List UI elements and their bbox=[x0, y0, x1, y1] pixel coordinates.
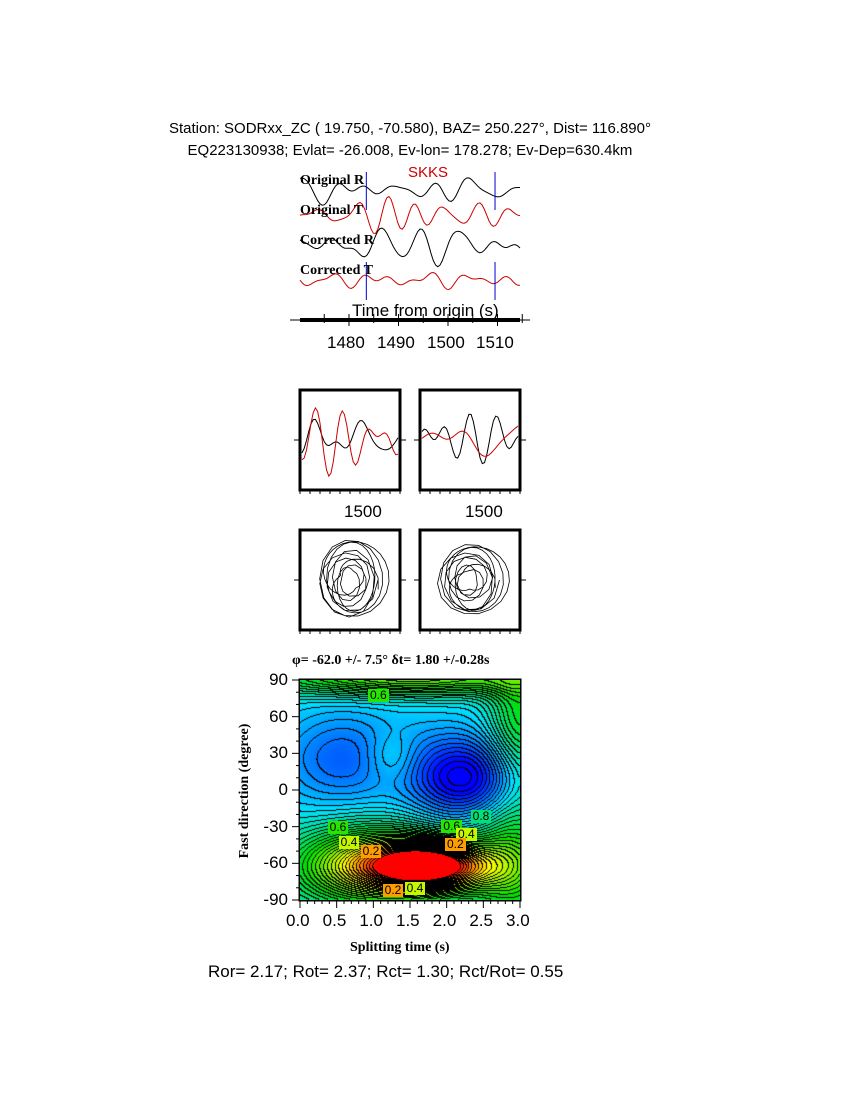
panel-trace-t bbox=[421, 425, 519, 457]
contour-label: 0.4 bbox=[404, 881, 426, 895]
contour-label: 0.4 bbox=[456, 827, 477, 842]
y-tick-label: -60 bbox=[263, 853, 288, 873]
x-tick-label: 3.0 bbox=[506, 911, 530, 930]
x-axis-label: Splitting time (s) bbox=[350, 940, 450, 955]
particle-motion-path bbox=[319, 540, 390, 618]
time-tick-1480: 1480 bbox=[327, 333, 365, 352]
y-tick-label: 90 bbox=[269, 670, 288, 689]
y-tick-label: 30 bbox=[269, 743, 288, 763]
y-tick-label: 0 bbox=[278, 780, 288, 799]
panel2-tick: 1500 bbox=[465, 502, 503, 521]
station-header: Station: SODRxx_ZC ( 19.750, -70.580), B… bbox=[169, 120, 651, 137]
trace-label-original-r: Original R bbox=[300, 173, 365, 188]
contour-label: 0.2 bbox=[445, 837, 466, 851]
y-tick-label: -90 bbox=[263, 890, 288, 910]
x-tick-label: 0.5 bbox=[322, 911, 347, 930]
waveform-panel-box bbox=[418, 388, 522, 492]
time-axis-label: Time from origin (s) bbox=[352, 301, 499, 320]
time-tick-1500: 1500 bbox=[427, 333, 465, 352]
y-tick-label: 60 bbox=[269, 706, 288, 726]
trace-label-corrected-t: Corrected T bbox=[300, 263, 373, 278]
x-tick-label: 1.0 bbox=[359, 911, 383, 930]
ratio-summary: Ror= 2.17; Rot= 2.37; Rct= 1.30; Rct/Rot… bbox=[208, 962, 564, 981]
contour-label: 0.2 bbox=[382, 883, 404, 898]
y-tick-label: -30 bbox=[263, 816, 288, 836]
contour-label: 0.4 bbox=[338, 834, 360, 849]
trace-label-corrected-r: Corrected R bbox=[300, 233, 374, 248]
trace-original-t bbox=[299, 195, 521, 234]
contour-title: φ= -62.0 +/- 7.5° δt= 1.80 +/-0.28s bbox=[292, 653, 490, 668]
trace-label-original-t: Original T bbox=[300, 203, 364, 218]
trace-corrected-r bbox=[299, 227, 521, 268]
misfit-contour-map bbox=[300, 680, 520, 900]
waveform-panel-box bbox=[298, 388, 402, 492]
panel1-tick: 1500 bbox=[344, 502, 382, 521]
x-tick-label: 1.5 bbox=[396, 911, 420, 930]
phase-label: SKKS bbox=[408, 164, 449, 181]
panel-trace-r bbox=[421, 413, 519, 465]
panel-trace-t bbox=[301, 406, 399, 478]
contour-label: 0.8 bbox=[470, 808, 492, 823]
contour-label: 0.2 bbox=[360, 844, 382, 859]
trace-corrected-t bbox=[299, 271, 521, 291]
x-tick-label: 2.5 bbox=[469, 911, 493, 930]
contour-label: 0.6 bbox=[368, 687, 389, 702]
particle-motion-box bbox=[298, 528, 402, 632]
particle-motion-path bbox=[437, 544, 510, 615]
time-tick-1490: 1490 bbox=[377, 333, 415, 352]
time-tick-1510: 1510 bbox=[476, 333, 514, 352]
x-tick-label: 0.0 bbox=[286, 911, 310, 930]
trace-original-r bbox=[299, 177, 520, 206]
event-header: EQ223130938; Evlat= -26.008, Ev-lon= 178… bbox=[187, 142, 633, 159]
contour-label: 0.6 bbox=[327, 819, 349, 834]
x-tick-label: 2.0 bbox=[432, 911, 457, 930]
